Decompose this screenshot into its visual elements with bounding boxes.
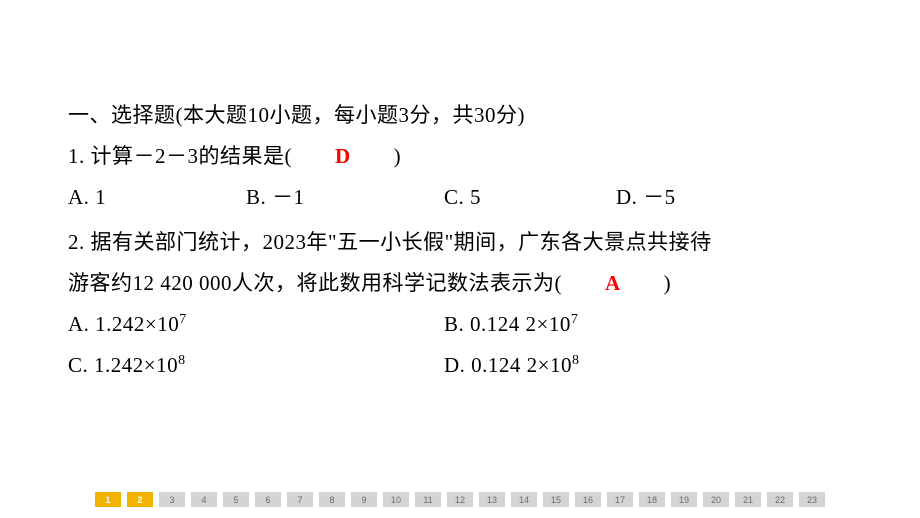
page-num-21[interactable]: 21 [735,492,761,507]
q1-options: A. 1 B. －1 C. 5 D. －5 [68,177,852,218]
q1-answer: D [335,144,351,168]
page-num-23[interactable]: 23 [799,492,825,507]
page-num-13[interactable]: 13 [479,492,505,507]
q2-opt-c-pre: C. 1.242×10 [68,353,178,377]
page-num-3[interactable]: 3 [159,492,185,507]
page-num-14[interactable]: 14 [511,492,537,507]
q2-answer: A [605,271,621,295]
q2-opt-a-pre: A. 1.242×10 [68,312,179,336]
page-num-18[interactable]: 18 [639,492,665,507]
page-num-7[interactable]: 7 [287,492,313,507]
q2-line2-before: 游客约12 420 000人次，将此数用科学记数法表示为( [68,271,605,295]
page-num-1[interactable]: 1 [95,492,121,507]
q1-opt-c: C. 5 [444,177,616,218]
q2-opt-b: B. 0.124 2×107 [444,304,578,345]
q2-opt-b-pre: B. 0.124 2×10 [444,312,571,336]
q1-stem-before: 1. 计算－2－3的结果是( [68,144,335,168]
page-num-20[interactable]: 20 [703,492,729,507]
q2-opt-a: A. 1.242×107 [68,304,444,345]
page-num-6[interactable]: 6 [255,492,281,507]
q2-opt-d-sup: 8 [572,353,580,368]
page-num-9[interactable]: 9 [351,492,377,507]
q1-opt-b: B. －1 [246,177,444,218]
page-num-4[interactable]: 4 [191,492,217,507]
q2-opt-d: D. 0.124 2×108 [444,345,580,386]
q1-stem: 1. 计算－2－3的结果是( D ) [68,136,852,177]
q1-stem-after: ) [351,144,402,168]
page-num-2[interactable]: 2 [127,492,153,507]
page-num-16[interactable]: 16 [575,492,601,507]
content-area: 一、选择题(本大题10小题，每小题3分，共30分) 1. 计算－2－3的结果是(… [0,0,920,386]
q2-opt-b-sup: 7 [571,312,579,327]
page-num-11[interactable]: 11 [415,492,441,507]
page-num-22[interactable]: 22 [767,492,793,507]
q2-options-row1: A. 1.242×107 B. 0.124 2×107 [68,304,852,345]
q2-opt-a-sup: 7 [179,312,187,327]
q2-opt-c: C. 1.242×108 [68,345,444,386]
page-num-12[interactable]: 12 [447,492,473,507]
page-num-10[interactable]: 10 [383,492,409,507]
q2-line2: 游客约12 420 000人次，将此数用科学记数法表示为( A ) [68,263,852,304]
q2-opt-c-sup: 8 [178,353,186,368]
q1-opt-d: D. －5 [616,177,676,218]
q2-opt-d-pre: D. 0.124 2×10 [444,353,572,377]
pagination-bar: 1234567891011121314151617181920212223 [0,492,920,507]
page-num-15[interactable]: 15 [543,492,569,507]
page-num-19[interactable]: 19 [671,492,697,507]
q2-line1: 2. 据有关部门统计，2023年"五一小长假"期间，广东各大景点共接待 [68,222,852,263]
page-num-5[interactable]: 5 [223,492,249,507]
q1-opt-a: A. 1 [68,177,246,218]
q2-line2-after: ) [621,271,672,295]
q2-options-row2: C. 1.242×108 D. 0.124 2×108 [68,345,852,386]
page-num-8[interactable]: 8 [319,492,345,507]
page-num-17[interactable]: 17 [607,492,633,507]
section-heading: 一、选择题(本大题10小题，每小题3分，共30分) [68,95,852,136]
